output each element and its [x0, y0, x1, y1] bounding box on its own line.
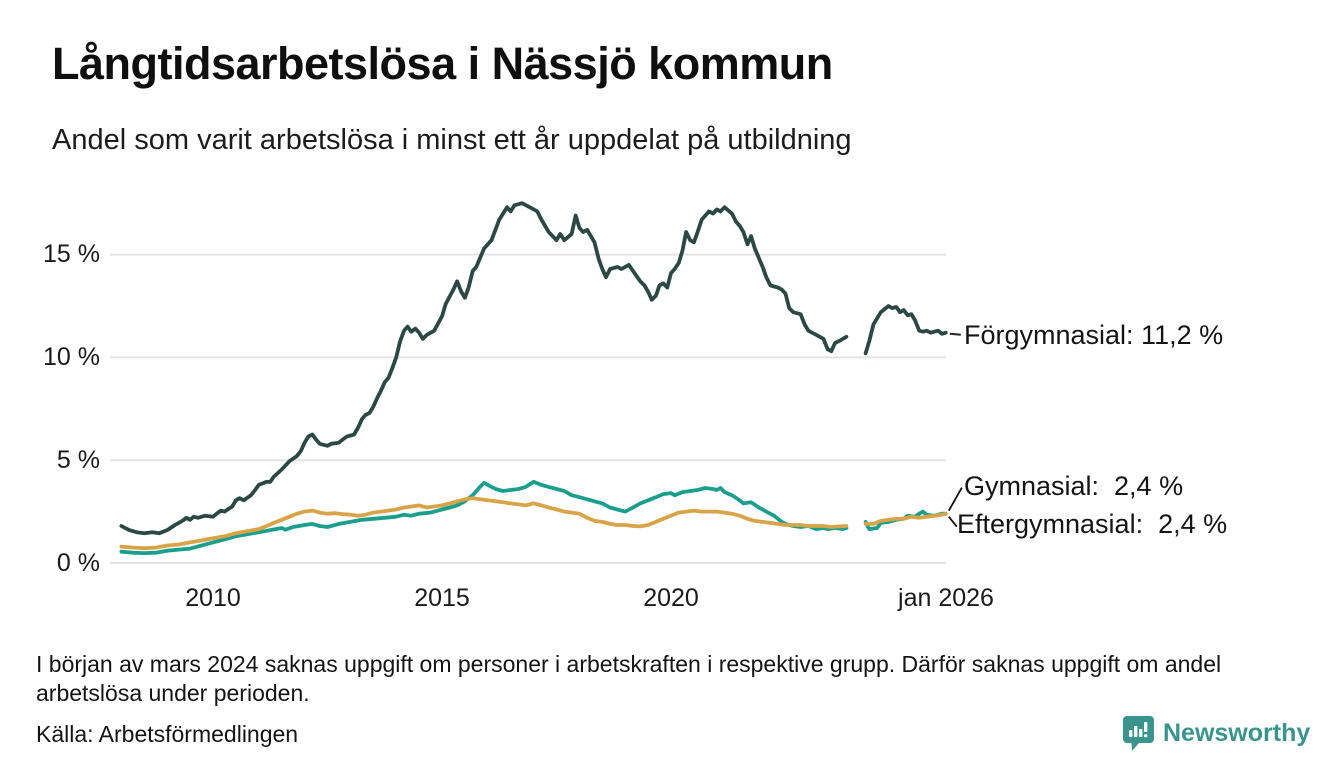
- series-line-förgymnasial: [119, 201, 849, 536]
- x-tick-2020: 2020: [643, 584, 699, 612]
- x-tick-2010: 2010: [185, 584, 241, 612]
- series-label-forgymnasial: Förgymnasial: 11,2 %: [964, 320, 1224, 350]
- series-label-gymnasial: Gymnasial: 2,4 %: [964, 471, 1184, 501]
- leader-gymnasial: [948, 487, 963, 512]
- series-line-gymnasial: [119, 479, 849, 555]
- x-tick-2015: 2015: [414, 584, 470, 612]
- leader-eftergymnasial: [948, 516, 958, 528]
- series-label-eftergymnasial: Eftergymnasial: 2,4 %: [957, 509, 1228, 539]
- page-title: Långtidsarbetslösa i Nässjö kommun: [52, 38, 833, 89]
- newsworthy-logo: Newsworthy: [1122, 715, 1310, 752]
- y-tick-5: 5 %: [56, 446, 100, 474]
- source-label: Källa: Arbetsförmedlingen: [36, 721, 299, 747]
- footnote: I början av mars 2024 saknas uppgift om …: [36, 651, 1222, 706]
- page-subtitle: Andel som varit arbetslösa i minst ett å…: [52, 124, 852, 156]
- series-line-eftergymnasial: [863, 511, 948, 526]
- newsworthy-bubble-icon: [1123, 716, 1154, 751]
- leader-forgymnasial: [949, 332, 961, 336]
- y-tick-15: 15 %: [43, 240, 100, 268]
- x-tick-jan-2026: jan 2026: [898, 584, 994, 612]
- newsworthy-wordmark: Newsworthy: [1163, 719, 1311, 747]
- y-tick-10: 10 %: [43, 343, 100, 371]
- series-line-förgymnasial: [863, 304, 948, 356]
- series-line-eftergymnasial: [119, 496, 849, 551]
- y-tick-0: 0 %: [56, 549, 100, 577]
